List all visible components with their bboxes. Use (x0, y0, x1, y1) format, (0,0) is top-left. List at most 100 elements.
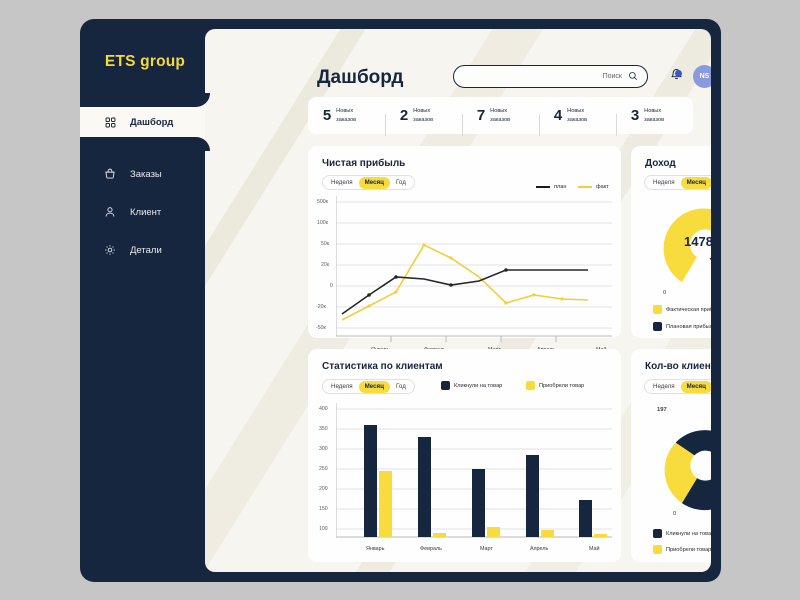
stats-strip: 5 Новых заказов 2 Новых заказов 7 Новых … (308, 97, 693, 136)
filter-week[interactable]: Неделя (653, 383, 675, 390)
legend-plan: план (536, 184, 567, 190)
filter-week[interactable]: Неделя (331, 179, 353, 186)
filter-month[interactable]: Месяц (680, 176, 711, 189)
card-income: Доход Неделя Месяц Год 1478 0 2500 Факти… (631, 146, 711, 338)
legend-swatch (536, 186, 550, 188)
legend-swatch (653, 545, 662, 554)
line-chart-plot (336, 196, 612, 342)
legend-label: Кликнули на товар (454, 382, 503, 389)
stat-label: Новых заказов (567, 108, 588, 123)
notification-badge (675, 70, 682, 77)
legend-swatch (441, 381, 450, 390)
x-tick: Апрель (530, 546, 549, 552)
search-input[interactable]: Поиск (453, 65, 648, 88)
legend-swatch (653, 529, 662, 538)
stat-value: 2 (399, 107, 409, 124)
stat-card[interactable]: 5 Новых заказов (308, 107, 385, 124)
stat-card[interactable]: 4 Новых заказов (539, 107, 616, 136)
legend-clicked: Кликнули на товар (441, 381, 502, 390)
y-tick: 300 (319, 446, 328, 452)
y-tick: 350 (319, 426, 328, 432)
gear-icon (96, 244, 124, 256)
stat-card[interactable]: 7 Новых заказов (462, 107, 539, 136)
filter-month[interactable]: Месяц (358, 380, 390, 393)
y-tick: 100 (319, 526, 328, 532)
filter-week[interactable]: Неделя (331, 383, 353, 390)
sidebar-item-details[interactable]: Детали (80, 235, 210, 265)
card-net-profit: Чистая прибыль Неделя Месяц Год план фак… (308, 146, 621, 353)
card-title: Кол-во клиентво (645, 361, 711, 372)
legend-fact: факт (578, 184, 609, 190)
period-filter-clients: Неделя Месяц Год (322, 379, 415, 394)
y-tick: -50к (316, 325, 326, 331)
filter-month[interactable]: Месяц (680, 380, 711, 393)
grid-icon (96, 117, 124, 128)
app-window: ETS group Дашборд Заказы (80, 19, 721, 582)
sidebar-item-orders[interactable]: Заказы (80, 159, 210, 189)
y-tick: 150 (319, 506, 328, 512)
sidebar-item-label: Заказы (130, 168, 162, 180)
sidebar-item-dashboard[interactable]: Дашборд (80, 93, 210, 151)
sidebar-item-label: Клиент (130, 206, 162, 218)
person-icon (96, 206, 124, 218)
search-placeholder: Поиск (602, 73, 622, 80)
y-tick: 0 (330, 283, 333, 289)
gauge-value-label: 197 (657, 407, 667, 413)
legend-label: Приобрели товар (666, 546, 711, 553)
filter-year[interactable]: Год (395, 383, 406, 390)
sidebar-item-label: Дашборд (130, 116, 174, 128)
card-title: Доход (645, 158, 676, 169)
period-filter-count: Неделя Месяц Год (644, 379, 711, 394)
filter-week[interactable]: Неделя (653, 179, 675, 186)
stat-card[interactable]: 3 Новых заказов (616, 107, 693, 136)
y-tick: 20к (321, 262, 330, 268)
stat-value: 4 (553, 107, 563, 124)
y-tick: -20к (316, 304, 326, 310)
legend-label: план (554, 184, 567, 190)
legend-swatch (526, 381, 535, 390)
card-client-statistics: Статистика по клиентам Неделя Месяц Год … (308, 349, 621, 562)
gauge-value: 1478 (684, 234, 711, 249)
bar-chart-plot (336, 403, 612, 538)
x-tick: Февраль (420, 546, 442, 552)
y-tick: 50к (321, 241, 330, 247)
y-tick: 200 (319, 486, 328, 492)
y-tick: 250 (319, 466, 328, 472)
legend-label: факт (596, 184, 609, 190)
sidebar-item-label: Детали (130, 244, 162, 256)
page-title: Дашборд (317, 67, 404, 88)
x-tick: Январь (366, 546, 385, 552)
period-filter-income: Неделя Месяц Год (644, 175, 711, 190)
y-tick: 400 (319, 406, 328, 412)
notifications-button[interactable] (670, 67, 683, 86)
sidebar: ETS group Дашборд Заказы (80, 19, 210, 582)
stat-label: Новых заказов (336, 108, 357, 123)
filter-month[interactable]: Месяц (358, 176, 390, 189)
y-tick: 100к (317, 220, 328, 226)
gauge-min-label: 0 (663, 290, 667, 296)
x-tick: Март (480, 546, 493, 552)
legend-swatch (653, 322, 662, 331)
stat-label: Новых заказов (413, 108, 434, 123)
legend-plan-profit: Плановая прибыль (653, 322, 711, 331)
content-panel: Дашборд Поиск NS Name Surname Admin 5 Но… (205, 29, 711, 572)
stat-label: Новых заказов (490, 108, 511, 123)
legend-swatch (653, 305, 662, 314)
period-filter-profit: Неделя Месяц Год (322, 175, 415, 190)
legend-purchased: Приобрели товар (653, 545, 711, 554)
brand-logo: ETS group (104, 53, 186, 70)
legend-purchased: Приобрели товар (526, 381, 584, 390)
legend-fact-profit: Фактическая прибыль (653, 305, 711, 314)
legend-clicked: Кликнули на товар (653, 529, 711, 538)
stat-value: 7 (476, 107, 486, 124)
filter-year[interactable]: Год (395, 179, 406, 186)
avatar[interactable]: NS (693, 65, 711, 88)
search-icon (628, 68, 638, 86)
client-count-gauge (664, 430, 711, 511)
stat-card[interactable]: 2 Новых заказов (385, 107, 462, 136)
legend-label: Плановая прибыль (666, 323, 711, 330)
legend-swatch (578, 186, 592, 188)
gauge-min-label: 0 (673, 511, 677, 517)
sidebar-item-client[interactable]: Клиент (80, 197, 210, 227)
income-gauge (663, 208, 711, 283)
